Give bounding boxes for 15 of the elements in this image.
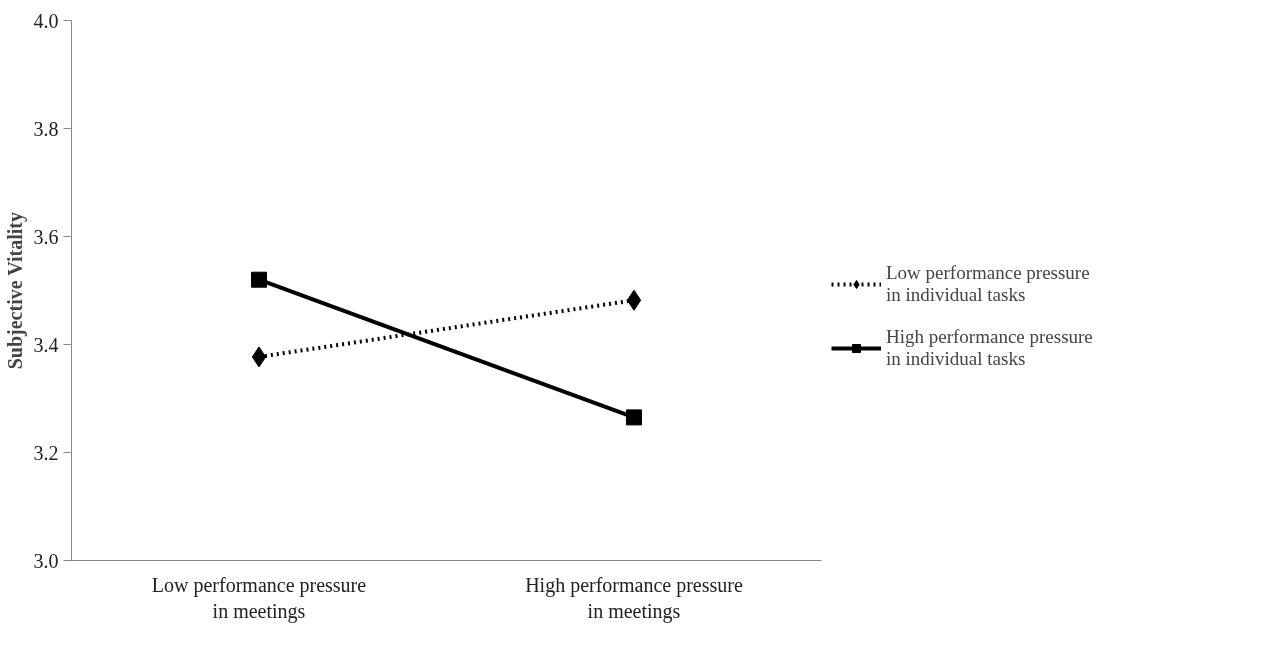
y-tick-label: 3.4 xyxy=(33,333,59,356)
x-tick-label: High performance pressure in meetings xyxy=(525,573,743,623)
point xyxy=(251,271,267,288)
point xyxy=(251,346,267,368)
y-tick-label: 3.0 xyxy=(33,549,59,572)
y-axis-title: Subjective Vitality xyxy=(3,212,27,370)
point xyxy=(626,409,642,426)
y-tick-label: 3.6 xyxy=(33,225,59,248)
point xyxy=(626,289,642,311)
legend-label: High performance pressure in individual tasks xyxy=(886,326,1093,370)
legend-label: Low performance pressure in individual tasks xyxy=(886,262,1090,306)
y-tick-label: 4.0 xyxy=(33,9,59,32)
y-tick-label: 3.2 xyxy=(33,441,59,464)
x-tick-label: Low performance pressure in meetings xyxy=(151,573,367,623)
y-tick-label: 3.8 xyxy=(33,117,59,140)
